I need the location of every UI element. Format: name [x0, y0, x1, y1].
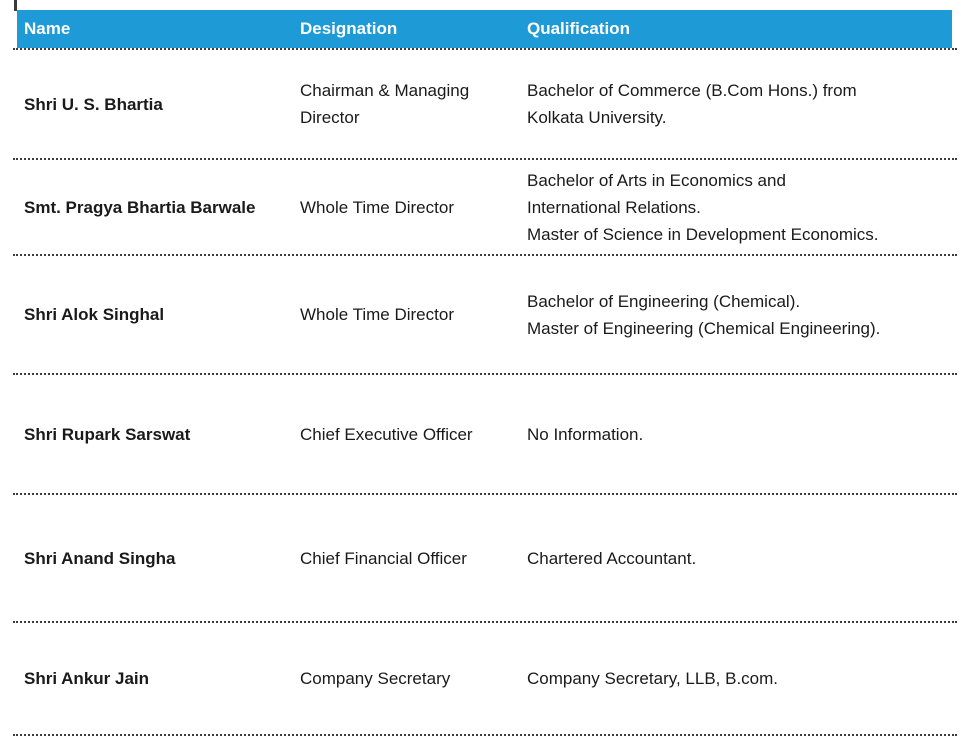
table-body: Shri U. S. Bhartia Chairman & Managing Di… — [13, 50, 957, 736]
column-header-qualification: Qualification — [527, 19, 630, 38]
cell-qualification: Bachelor of Commerce (B.Com Hons.) from K… — [527, 81, 857, 127]
table-border-fragment — [14, 0, 17, 11]
cell-name: Shri Alok Singhal — [24, 305, 165, 324]
cell-qualification: Company Secretary, LLB, B.com. — [527, 669, 779, 688]
cell-designation: Whole Time Director — [300, 197, 454, 217]
directors-table: Name Designation Qualification Shri U. S… — [13, 0, 957, 736]
cell-designation: Chairman & Managing Director — [300, 81, 470, 127]
cell-qualification: No Information. — [527, 424, 644, 444]
cell-name: Shri U. S. Bhartia — [24, 94, 163, 114]
cell-name: Shri Ankur Jain — [24, 669, 150, 688]
table-row: Shri Anand Singha Chief Financial Office… — [13, 495, 957, 623]
cell-designation: Chief Executive Officer — [300, 424, 473, 444]
table-row: Shri U. S. Bhartia Chairman & Managing Di… — [13, 50, 957, 160]
cell-designation: Whole Time Director — [300, 305, 454, 324]
column-header-designation: Designation — [300, 19, 398, 38]
cell-qualification: Chartered Accountant. — [527, 548, 697, 568]
table-header-wrap: Name Designation Qualification — [13, 10, 957, 50]
table-row: Smt. Pragya Bhartia Barwale Whole Time D… — [13, 160, 957, 256]
column-header-name: Name — [24, 19, 71, 38]
cell-designation: Chief Financial Officer — [300, 548, 467, 568]
cell-qualification: Bachelor of Arts in Economics and Interna… — [527, 170, 879, 244]
cell-name: Shri Rupark Sarswat — [24, 424, 191, 444]
cell-qualification: Bachelor of Engineering (Chemical). Maste… — [527, 291, 881, 338]
top-spacer — [13, 0, 957, 10]
table-row: Shri Ankur Jain Company Secretary Compan… — [13, 623, 957, 736]
table-row: Shri Alok Singhal Whole Time Director Ba… — [13, 256, 957, 375]
table-header-row: Name Designation Qualification — [17, 10, 952, 48]
cell-name: Shri Anand Singha — [24, 548, 176, 568]
table-row: Shri Rupark Sarswat Chief Executive Offi… — [13, 375, 957, 495]
cell-name: Smt. Pragya Bhartia Barwale — [24, 197, 256, 217]
cell-designation: Company Secretary — [300, 669, 451, 688]
